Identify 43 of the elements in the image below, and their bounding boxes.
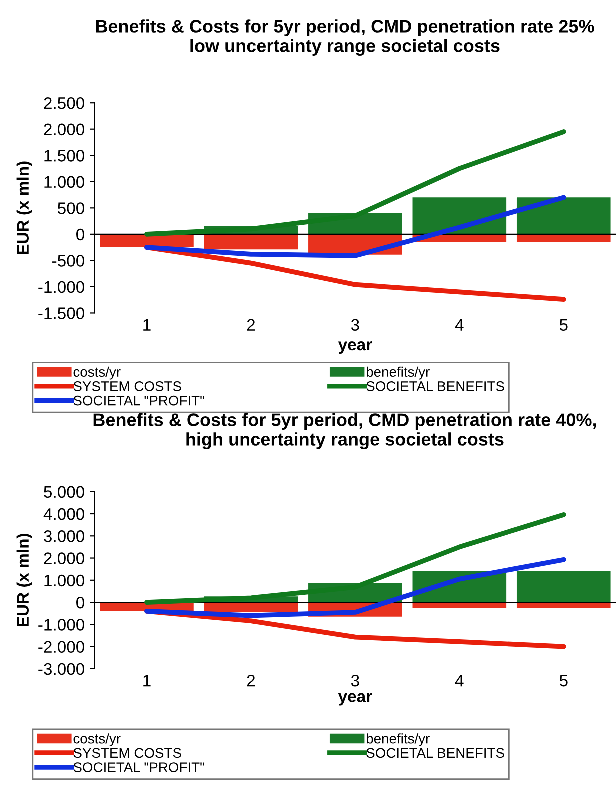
x-tick-label: 4 [455, 319, 464, 331]
y-tick-label: 500 [58, 202, 84, 214]
legend-label: SYSTEM COSTS [74, 382, 182, 392]
legend-label: SOCIETAL BENEFITS [366, 382, 504, 392]
legend-label: benefits/yr [366, 366, 430, 380]
x-axis-title: year [338, 693, 372, 706]
legend-label: benefits/yr [366, 734, 430, 747]
y-tick-label: 2.000 [44, 552, 84, 564]
chart-title: Benefits & Costs for 5yr period, CMD penetration rate 40%, high uncertainty range societal costs [94, 413, 596, 450]
x-axis-title: year [338, 342, 372, 354]
x-tick-label: 1 [144, 675, 151, 687]
x-tick-label: 3 [351, 319, 360, 332]
y-tick-label: -1.500 [38, 308, 84, 320]
y-axis-title: EUR (x mln) [16, 162, 32, 254]
y-tick-label: 1.000 [44, 574, 84, 587]
y-tick-label: 2.500 [44, 98, 84, 110]
legend-label: SOCIETAL "PROFIT" [74, 396, 204, 406]
legend-label: costs/yr [74, 366, 121, 380]
x-tick-label: 5 [560, 675, 568, 687]
y-tick-label: 2.000 [44, 124, 84, 136]
y-tick-label: 1.500 [44, 150, 84, 162]
y-tick-label: 0 [76, 228, 84, 241]
chart-title: Benefits & Costs for 5yr period, CMD penetration rate 25% low uncertainty range societal costs [96, 20, 594, 56]
y-axis-title: EUR (x mln) [16, 534, 32, 627]
legend-label: SOCIETAL "PROFIT" [74, 762, 204, 772]
y-tick-label: 1.000 [44, 176, 84, 188]
y-tick-label: 5.000 [44, 486, 84, 498]
y-tick-label: -500 [52, 255, 84, 267]
y-tick-label: -2.000 [38, 641, 84, 654]
x-tick-label: 3 [351, 674, 360, 687]
x-tick-label: 2 [247, 319, 256, 331]
x-tick-label: 1 [144, 319, 151, 331]
x-tick-label: 5 [560, 319, 568, 332]
x-tick-label: 4 [455, 675, 464, 687]
y-tick-label: -1.000 [38, 619, 84, 631]
x-tick-label: 2 [247, 674, 256, 687]
y-tick-label: -3.000 [38, 663, 84, 676]
y-tick-label: -1.000 [38, 281, 84, 294]
legend-label: costs/yr [74, 734, 121, 747]
y-tick-label: 3.000 [44, 530, 84, 542]
y-tick-label: 0 [76, 596, 84, 609]
y-tick-label: 4.000 [44, 508, 84, 520]
legend-label: SYSTEM COSTS [74, 748, 182, 758]
